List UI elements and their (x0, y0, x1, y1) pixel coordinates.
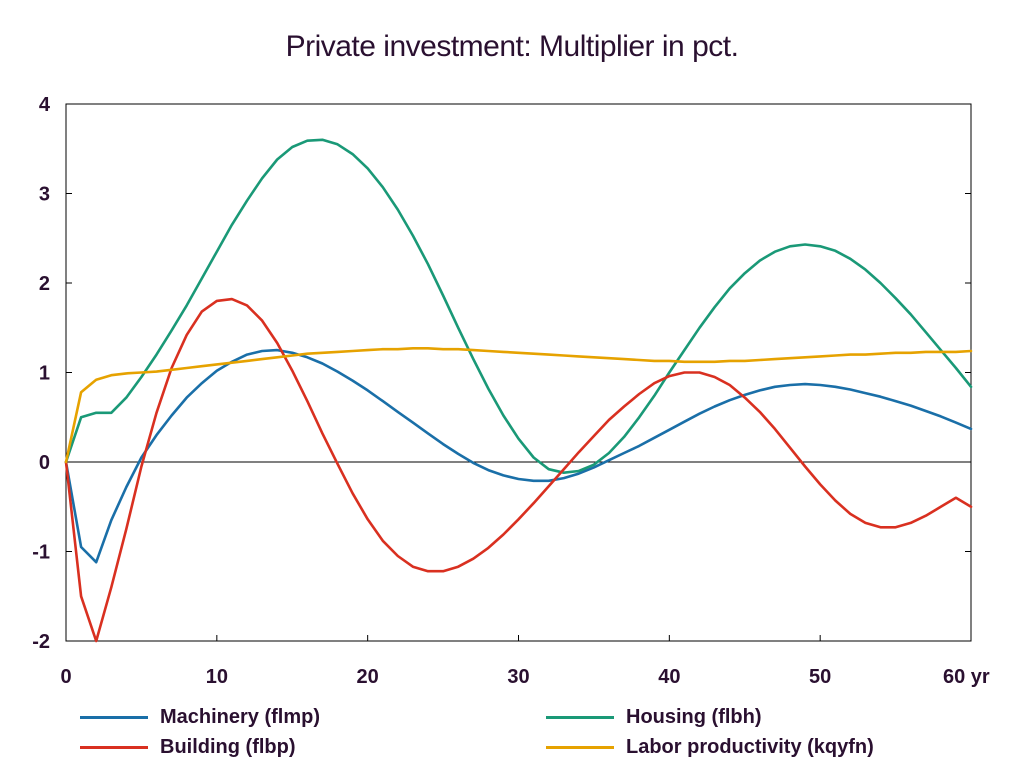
x-tick-label: 60 yr (943, 666, 990, 688)
series-line-1 (64, 138, 973, 475)
legend-item-housing: Housing (flbh) (546, 702, 762, 732)
legend-label-labor-productivity: Labor productivity (kqyfn) (626, 735, 874, 758)
x-tick-label: 30 (507, 666, 529, 688)
y-tick-label: -2 (32, 631, 50, 653)
plot-frame (65, 103, 972, 642)
x-tick-label: 10 (206, 666, 228, 688)
series-line-2 (64, 297, 973, 643)
legend-swatch-machinery (80, 715, 148, 719)
legend-swatch-building (80, 745, 148, 749)
legend-item-machinery: Machinery (flmp) (80, 702, 320, 732)
y-tick-label: 3 (39, 184, 50, 206)
y-tick-label: -1 (32, 542, 50, 564)
y-tick-label: 2 (39, 273, 50, 295)
series-line-0 (64, 348, 973, 564)
series-line-3 (64, 346, 973, 464)
legend-label-machinery: Machinery (flmp) (160, 705, 321, 728)
legend-label-housing: Housing (flbh) (626, 705, 762, 728)
legend-item-building: Building (flbp) (80, 732, 296, 762)
legend: Machinery (flmp) Housing (flbh) Building… (0, 700, 1024, 770)
axes (65, 103, 972, 642)
series-lines (64, 138, 973, 643)
y-tick-label: 1 (39, 363, 50, 385)
y-tick-label: 4 (39, 94, 51, 116)
x-tick-label: 50 (809, 666, 831, 688)
chart-title: Private investment: Multiplier in pct. (285, 30, 739, 63)
legend-swatch-labor-productivity (546, 745, 614, 749)
legend-swatch-housing (546, 715, 614, 719)
legend-item-labor-productivity: Labor productivity (kqyfn) (546, 732, 874, 762)
y-tick-label: 0 (39, 452, 50, 474)
x-tick-label: 0 (60, 666, 71, 688)
x-tick-label: 20 (357, 666, 379, 688)
legend-label-building: Building (flbp) (160, 735, 296, 758)
x-tick-label: 40 (658, 666, 680, 688)
